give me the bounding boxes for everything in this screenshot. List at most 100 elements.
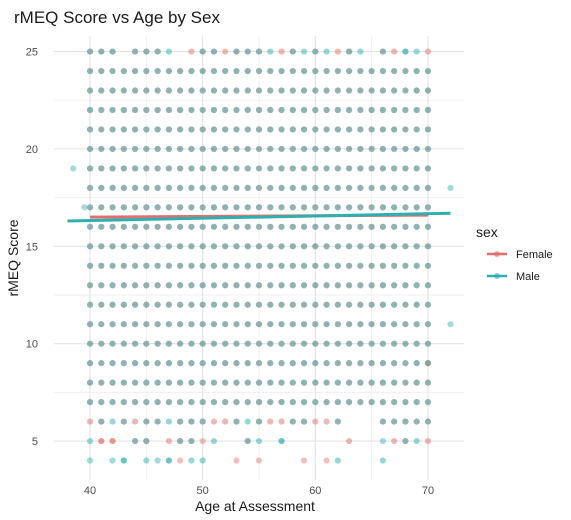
point: [379, 243, 387, 250]
point: [233, 282, 240, 289]
point: [300, 262, 308, 269]
point: [300, 165, 308, 172]
point: [86, 126, 94, 133]
point: [188, 126, 195, 133]
point: [131, 87, 139, 94]
point: [255, 399, 263, 406]
point: [255, 301, 263, 308]
point: [323, 204, 330, 211]
point: [267, 165, 274, 172]
point: [177, 106, 184, 114]
point: [177, 184, 184, 191]
point: [391, 204, 398, 211]
point: [300, 126, 308, 133]
point: [165, 106, 172, 114]
point: [267, 204, 274, 211]
point: [154, 457, 161, 464]
point: [120, 321, 127, 328]
point: [210, 67, 218, 75]
point: [98, 126, 105, 133]
point: [120, 223, 127, 230]
point: [188, 184, 195, 191]
point: [233, 165, 240, 172]
x-tick-label: 50: [197, 485, 209, 497]
point: [289, 379, 296, 386]
point: [391, 418, 398, 425]
point: [267, 67, 274, 75]
point: [413, 165, 420, 172]
point: [199, 184, 206, 191]
point: [143, 418, 150, 425]
point: [402, 67, 409, 75]
point: [289, 145, 296, 153]
points: [70, 48, 454, 464]
point: [244, 282, 251, 289]
point: [278, 418, 285, 425]
point: [334, 67, 341, 75]
point: [391, 67, 398, 75]
point: [368, 321, 375, 328]
point: [233, 360, 240, 367]
point: [109, 360, 116, 367]
point: [300, 360, 308, 367]
trend-line-male: [67, 211, 451, 223]
point: [447, 321, 454, 328]
point: [109, 243, 116, 250]
point: [289, 165, 296, 172]
point: [391, 223, 398, 230]
point: [289, 48, 296, 55]
point: [244, 67, 251, 75]
point: [210, 106, 218, 114]
point: [379, 282, 387, 289]
point: [357, 321, 364, 328]
point: [86, 223, 94, 230]
point: [413, 243, 420, 250]
point: [255, 126, 263, 133]
point: [402, 48, 409, 55]
point: [210, 126, 218, 133]
point: [86, 67, 94, 75]
point: [131, 418, 139, 425]
point: [402, 321, 409, 328]
point: [289, 418, 296, 425]
point: [222, 340, 229, 347]
point: [278, 340, 285, 347]
point: [300, 87, 308, 94]
point: [278, 87, 285, 94]
point: [357, 184, 364, 191]
point: [86, 282, 94, 289]
point: [81, 204, 88, 211]
point: [289, 106, 296, 114]
point: [357, 243, 364, 250]
point: [188, 301, 195, 308]
point: [379, 48, 387, 55]
point: [346, 282, 353, 289]
point: [210, 418, 218, 425]
point: [312, 418, 319, 425]
point: [244, 145, 251, 153]
point: [323, 243, 330, 250]
point: [312, 184, 319, 191]
point: [267, 418, 274, 425]
point: [368, 282, 375, 289]
point: [413, 184, 420, 191]
point: [334, 418, 341, 425]
point: [379, 165, 387, 172]
point: [267, 340, 274, 347]
point: [177, 165, 184, 172]
point: [424, 418, 432, 425]
point: [312, 165, 319, 172]
point: [199, 145, 206, 153]
point: [154, 106, 161, 114]
point: [131, 262, 139, 269]
point: [346, 340, 353, 347]
point: [120, 457, 127, 464]
point: [131, 379, 139, 386]
point: [86, 87, 94, 94]
point: [210, 301, 218, 308]
point: [98, 223, 105, 230]
point: [334, 457, 341, 464]
point: [379, 437, 387, 445]
point: [86, 165, 94, 172]
point: [424, 126, 432, 133]
